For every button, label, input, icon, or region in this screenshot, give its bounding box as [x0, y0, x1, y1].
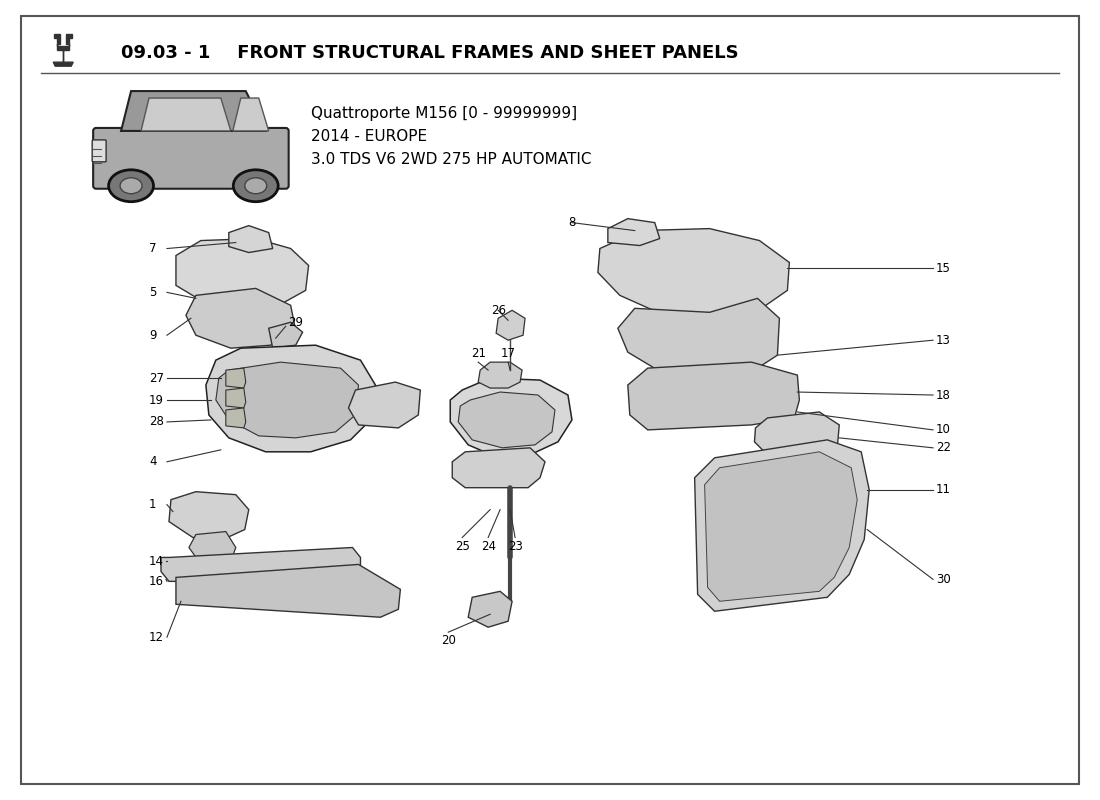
Polygon shape	[694, 440, 869, 611]
Polygon shape	[628, 362, 800, 430]
Polygon shape	[226, 388, 245, 408]
Text: 1: 1	[148, 498, 156, 511]
Text: 3.0 TDS V6 2WD 275 HP AUTOMATIC: 3.0 TDS V6 2WD 275 HP AUTOMATIC	[310, 152, 591, 167]
Polygon shape	[216, 362, 359, 438]
Polygon shape	[268, 322, 302, 348]
Text: Quattroporte M156 [0 - 99999999]: Quattroporte M156 [0 - 99999999]	[310, 106, 576, 121]
Text: 8: 8	[569, 216, 575, 229]
FancyBboxPatch shape	[94, 128, 288, 189]
Polygon shape	[459, 392, 556, 448]
Ellipse shape	[109, 170, 154, 202]
Text: 28: 28	[148, 415, 164, 429]
Polygon shape	[469, 591, 513, 627]
Text: 27: 27	[148, 371, 164, 385]
Polygon shape	[608, 218, 660, 246]
Text: 12: 12	[148, 630, 164, 644]
Text: 26: 26	[491, 304, 506, 317]
Text: 5: 5	[148, 286, 156, 299]
Text: 17: 17	[500, 347, 516, 360]
Ellipse shape	[233, 170, 278, 202]
Polygon shape	[478, 362, 522, 388]
Text: 7: 7	[148, 242, 156, 255]
Polygon shape	[141, 98, 231, 131]
Polygon shape	[233, 98, 268, 131]
Polygon shape	[618, 298, 780, 378]
Polygon shape	[226, 368, 245, 388]
Text: 19: 19	[148, 394, 164, 406]
Text: 23: 23	[508, 539, 522, 553]
Text: 15: 15	[936, 262, 952, 275]
Polygon shape	[450, 378, 572, 458]
Polygon shape	[598, 229, 790, 315]
Polygon shape	[161, 547, 361, 582]
Polygon shape	[54, 34, 73, 62]
Polygon shape	[705, 452, 857, 602]
Text: 13: 13	[936, 334, 952, 346]
Text: 10: 10	[936, 423, 952, 436]
Polygon shape	[206, 345, 375, 452]
Polygon shape	[176, 565, 400, 618]
Text: 11: 11	[936, 483, 952, 496]
Ellipse shape	[120, 178, 142, 194]
Text: 09.03 - 1: 09.03 - 1	[121, 44, 210, 62]
Ellipse shape	[245, 178, 266, 194]
Text: 14: 14	[148, 555, 164, 568]
Text: FRONT STRUCTURAL FRAMES AND SHEET PANELS: FRONT STRUCTURAL FRAMES AND SHEET PANELS	[231, 44, 738, 62]
Text: 30: 30	[936, 573, 952, 586]
Text: 20: 20	[441, 634, 455, 647]
Polygon shape	[452, 448, 544, 488]
Text: 4: 4	[148, 455, 156, 468]
Text: 24: 24	[481, 539, 496, 553]
Polygon shape	[121, 91, 266, 131]
Text: 18: 18	[936, 389, 952, 402]
Polygon shape	[349, 382, 420, 428]
Polygon shape	[176, 238, 309, 308]
Text: 16: 16	[148, 575, 164, 588]
FancyBboxPatch shape	[92, 140, 106, 162]
Polygon shape	[755, 412, 839, 458]
Polygon shape	[169, 492, 249, 539]
Polygon shape	[186, 288, 296, 348]
Text: 22: 22	[936, 442, 952, 454]
Text: 21: 21	[471, 347, 486, 360]
Text: 29: 29	[288, 316, 304, 329]
Text: 2014 - EUROPE: 2014 - EUROPE	[310, 129, 427, 144]
Polygon shape	[226, 408, 245, 428]
Polygon shape	[229, 226, 273, 253]
Polygon shape	[53, 62, 74, 66]
Polygon shape	[189, 531, 235, 562]
Polygon shape	[496, 310, 525, 340]
Text: 25: 25	[454, 539, 470, 553]
Text: 9: 9	[148, 329, 156, 342]
